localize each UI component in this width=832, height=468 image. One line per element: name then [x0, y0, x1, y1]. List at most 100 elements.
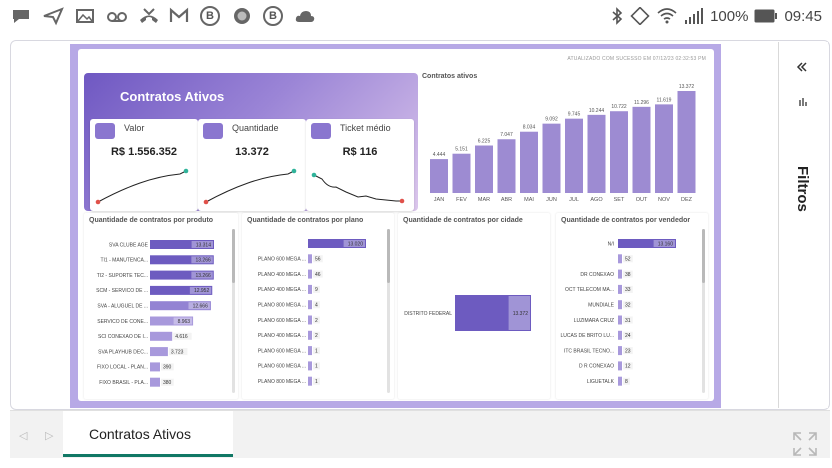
status-bar: B B 100% 09:45 — [0, 0, 832, 32]
kpi-card-valor[interactable]: Valor R$ 1.556.352 — [90, 119, 198, 211]
bar[interactable] — [618, 284, 622, 294]
bar-jun[interactable] — [542, 123, 561, 193]
category-label: PLANO 600 MEGA ... — [258, 364, 306, 370]
tab-contratos-ativos[interactable]: Contratos Ativos — [63, 411, 233, 457]
b-app-icon-2: B — [263, 6, 283, 26]
bar[interactable] — [308, 239, 366, 248]
bar[interactable] — [150, 240, 214, 249]
bar[interactable] — [308, 376, 312, 386]
bar[interactable] — [150, 285, 213, 295]
data-label: 23 — [625, 348, 631, 354]
bar-abr[interactable] — [497, 139, 516, 193]
kpi-card-ticket[interactable]: Ticket médio R$ 116 — [306, 119, 414, 211]
monthly-bar-chart[interactable]: 4.444 JAN 5.151 FEV 6.225 MAR 7.047 ABR 8.034 MAI… — [422, 83, 708, 211]
data-label: 46 — [315, 272, 321, 278]
collapse-chevrons-icon[interactable] — [795, 60, 809, 74]
bar[interactable] — [150, 316, 194, 326]
tick-label: ABR — [501, 197, 512, 203]
label-bg — [191, 271, 213, 279]
tab-label: Contratos Ativos — [89, 426, 191, 442]
scrollbar[interactable] — [387, 229, 390, 393]
bar-set[interactable] — [610, 111, 628, 193]
next-page-icon[interactable]: ▷ — [45, 430, 54, 442]
bar-jan[interactable] — [430, 159, 448, 193]
wifi-icon — [657, 8, 677, 24]
label-bg — [191, 241, 213, 248]
chat-bubble-icon — [13, 10, 29, 23]
bar[interactable] — [618, 346, 622, 356]
bar[interactable] — [150, 362, 160, 372]
category-label: PLANO 800 MEGA ... — [258, 303, 306, 309]
data-label: 390 — [163, 365, 172, 371]
bar-ago[interactable] — [587, 114, 606, 193]
bar[interactable] — [308, 254, 312, 264]
label-bg — [623, 255, 633, 263]
bar-mai[interactable] — [520, 131, 538, 193]
scrollbar-thumb[interactable] — [702, 229, 705, 283]
bar[interactable] — [618, 300, 622, 310]
hbar-chart-plano[interactable]: 13.020 PLANO 600 MEGA ... 56 PLANO 400 MEGA… — [242, 227, 388, 399]
kpi-value: 13.372 — [235, 146, 269, 158]
scrollbar-thumb[interactable] — [387, 229, 390, 283]
bar[interactable] — [308, 284, 312, 294]
hbar-chart-cidade[interactable]: DISTRITO FEDERAL 13.372 — [398, 227, 550, 399]
bar-fev[interactable] — [452, 153, 471, 193]
bar-dez[interactable] — [677, 91, 696, 193]
bluetooth-icon — [612, 7, 623, 25]
bar[interactable] — [150, 347, 168, 357]
bar[interactable] — [308, 346, 312, 356]
category-label: LUZIMARA CRUZ — [574, 318, 614, 324]
signal-icon — [685, 8, 704, 24]
bar-mar[interactable] — [475, 145, 493, 193]
panel-cidade: Quantidade de contratos por cidade DISTR… — [398, 213, 550, 399]
filters-label[interactable]: Filtros — [794, 166, 811, 212]
bar[interactable] — [618, 254, 622, 264]
data-label: 13.020 — [348, 241, 364, 247]
label-bg — [313, 362, 320, 370]
scrollbar-thumb[interactable] — [232, 229, 235, 283]
bar[interactable] — [150, 255, 214, 265]
scrollbar[interactable] — [702, 229, 705, 393]
bar[interactable] — [150, 301, 211, 311]
hbar-chart-produto[interactable]: SVA CLUBE AGE 13.314 TI1 - MANUTENCA... 13.… — [84, 227, 234, 399]
bar-nov[interactable] — [655, 104, 673, 193]
missed-call-icon — [140, 8, 158, 23]
scrollbar[interactable] — [232, 229, 235, 393]
filters-pane: Filtros — [778, 42, 828, 408]
bar[interactable] — [150, 331, 173, 341]
bar[interactable] — [618, 269, 622, 279]
data-label: 12.952 — [194, 288, 210, 294]
bar[interactable] — [308, 330, 312, 340]
filter-levels-icon[interactable] — [797, 96, 809, 108]
data-label: 9.092 — [545, 117, 558, 123]
bar[interactable] — [308, 315, 312, 325]
category-label: SVA PLAYHUB DEC... — [98, 349, 148, 355]
data-label: 2 — [315, 333, 318, 339]
bar[interactable] — [455, 295, 531, 331]
bar[interactable] — [308, 300, 312, 310]
hbar-chart-vendedor[interactable]: N/I 13.160 52 DR CONEXAO 38 OCT TELECOM MA...… — [556, 227, 702, 399]
bar[interactable] — [618, 330, 622, 340]
bar[interactable] — [150, 270, 214, 280]
bar[interactable] — [618, 239, 676, 248]
bar[interactable] — [308, 269, 312, 279]
bar[interactable] — [618, 361, 622, 371]
data-label: 1 — [315, 364, 318, 370]
category-label: PLANO 600 MEGA ... — [258, 348, 306, 354]
bar[interactable] — [150, 377, 160, 387]
chart-title: Quantidade de contratos por plano — [247, 217, 364, 224]
data-label: 4 — [315, 303, 318, 309]
battery-icon — [754, 9, 778, 23]
fullscreen-icon[interactable] — [792, 431, 818, 457]
money-icon — [95, 123, 115, 180]
bar[interactable] — [308, 361, 312, 371]
data-label: 9.745 — [568, 112, 581, 118]
bar-out[interactable] — [632, 106, 651, 193]
kpi-trend-ticket — [311, 172, 405, 204]
bar[interactable] — [618, 315, 622, 325]
category-label: SVA - ALUGUEL DE ... — [97, 304, 148, 310]
prev-page-icon[interactable]: ◁ — [19, 430, 28, 442]
kpi-card-quantidade[interactable]: Quantidade 13.372 — [198, 119, 306, 211]
bar[interactable] — [618, 376, 622, 386]
bar-jul[interactable] — [565, 118, 583, 193]
